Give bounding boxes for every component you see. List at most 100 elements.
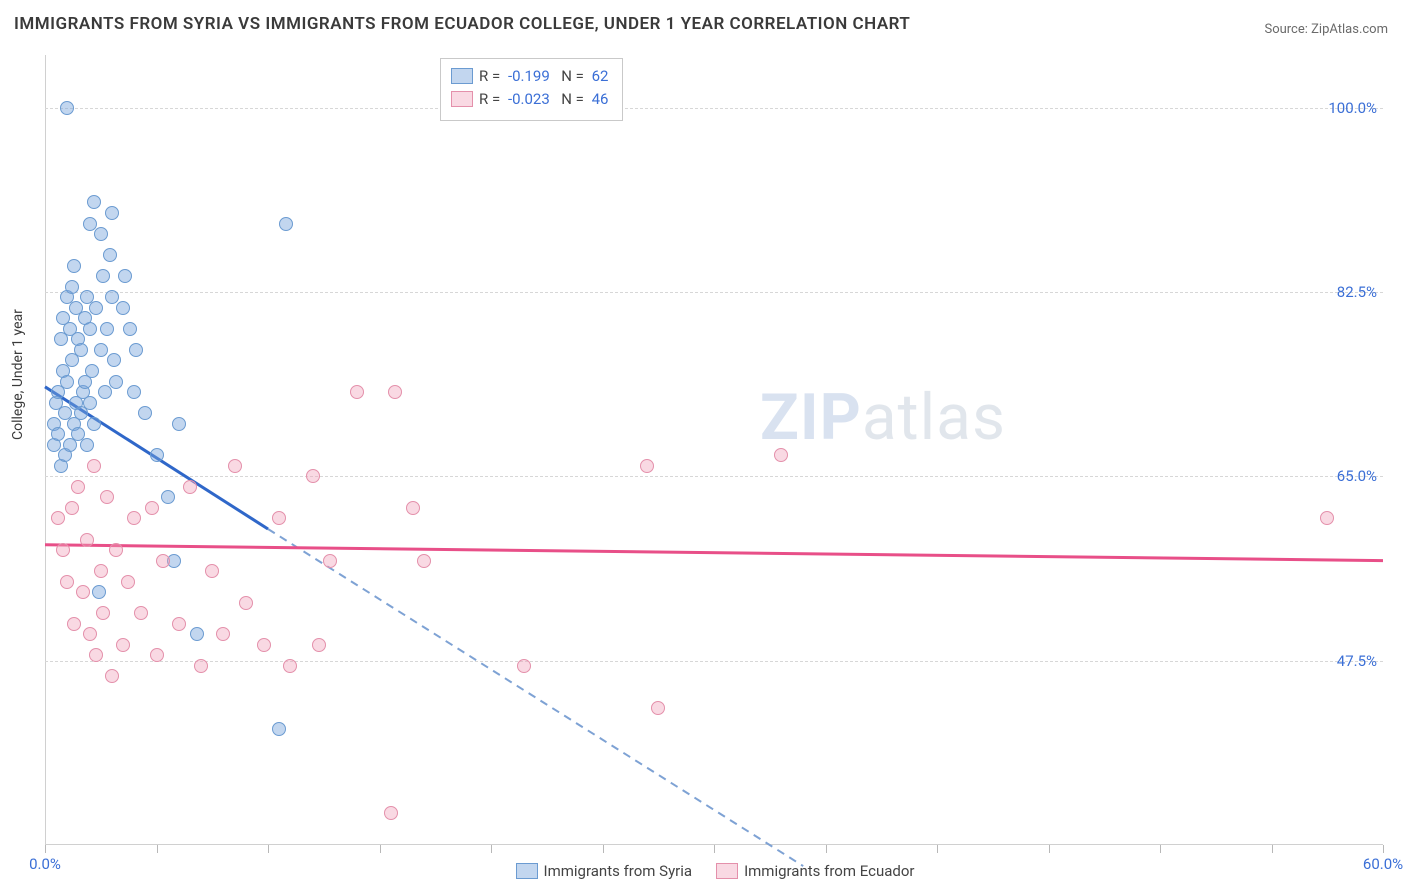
x-tick [157,845,158,853]
x-tick [1160,845,1161,853]
x-tick [1272,845,1273,853]
data-point [417,554,431,568]
data-point [183,480,197,494]
x-tick [380,845,381,853]
data-point [71,480,85,494]
data-point [306,469,320,483]
data-point [774,448,788,462]
data-point [156,554,170,568]
data-point [312,638,326,652]
data-point [89,648,103,662]
legend-swatch [716,863,738,879]
legend-label: Immigrants from Syria [544,862,693,880]
data-point [80,533,94,547]
data-point [323,554,337,568]
data-point [257,638,271,652]
data-point [67,617,81,631]
data-point [116,638,130,652]
data-point [517,659,531,673]
data-point [87,459,101,473]
data-point [92,585,106,599]
data-point [85,364,99,378]
y-axis-label: College, Under 1 year [10,309,26,440]
gridline [45,476,1383,477]
x-tick [268,845,269,853]
data-point [127,385,141,399]
data-point [161,490,175,504]
legend-swatch [451,91,473,107]
data-point [145,501,159,515]
data-point [388,385,402,399]
data-point [80,438,94,452]
legend-swatch [451,68,473,84]
stats-legend-box: R = -0.199 N = 62R = -0.023 N = 46 [440,58,623,121]
stats-row: R = -0.023 N = 46 [451,88,612,111]
data-point [51,427,65,441]
data-point [83,627,97,641]
data-point [228,459,242,473]
data-point [67,259,81,273]
data-point [384,806,398,820]
data-point [100,490,114,504]
data-point [1320,511,1334,525]
data-point [65,501,79,515]
source-label: Source: ZipAtlas.com [1264,22,1388,37]
data-point [134,606,148,620]
x-tick [45,845,46,853]
data-point [96,606,110,620]
data-point [103,248,117,262]
data-point [105,669,119,683]
x-tick [491,845,492,853]
data-point [74,343,88,357]
data-point [127,511,141,525]
regression-lines [45,55,1383,845]
data-point [272,722,286,736]
x-tick [1383,845,1384,853]
data-point [89,301,103,315]
data-point [60,101,74,115]
data-point [83,217,97,231]
x-tick [1049,845,1050,853]
data-point [83,396,97,410]
x-tick [826,845,827,853]
data-point [138,406,152,420]
data-point [150,648,164,662]
chart-title: IMMIGRANTS FROM SYRIA VS IMMIGRANTS FROM… [14,14,910,34]
data-point [105,290,119,304]
stats-row: R = -0.199 N = 62 [451,65,612,88]
data-point [272,511,286,525]
data-point [83,322,97,336]
data-point [105,206,119,220]
data-point [60,375,74,389]
data-point [87,195,101,209]
data-point [279,217,293,231]
data-point [51,511,65,525]
bottom-legend: Immigrants from Syria Immigrants from Ecu… [0,862,1406,880]
data-point [129,343,143,357]
data-point [107,353,121,367]
data-point [109,543,123,557]
data-point [406,501,420,515]
data-point [65,280,79,294]
x-tick [603,845,604,853]
legend-label: Immigrants from Ecuador [744,862,914,880]
data-point [216,627,230,641]
data-point [121,575,135,589]
data-point [56,543,70,557]
data-point [172,417,186,431]
data-point [172,617,186,631]
data-point [205,564,219,578]
y-tick-label: 82.5% [1337,283,1377,301]
data-point [190,627,204,641]
gridline [45,661,1383,662]
data-point [98,385,112,399]
y-tick-label: 65.0% [1337,467,1377,485]
y-tick-label: 47.5% [1337,652,1377,670]
data-point [123,322,137,336]
data-point [87,417,101,431]
data-point [94,343,108,357]
y-tick-label: 100.0% [1328,99,1377,117]
data-point [109,375,123,389]
data-point [94,227,108,241]
data-point [100,322,114,336]
